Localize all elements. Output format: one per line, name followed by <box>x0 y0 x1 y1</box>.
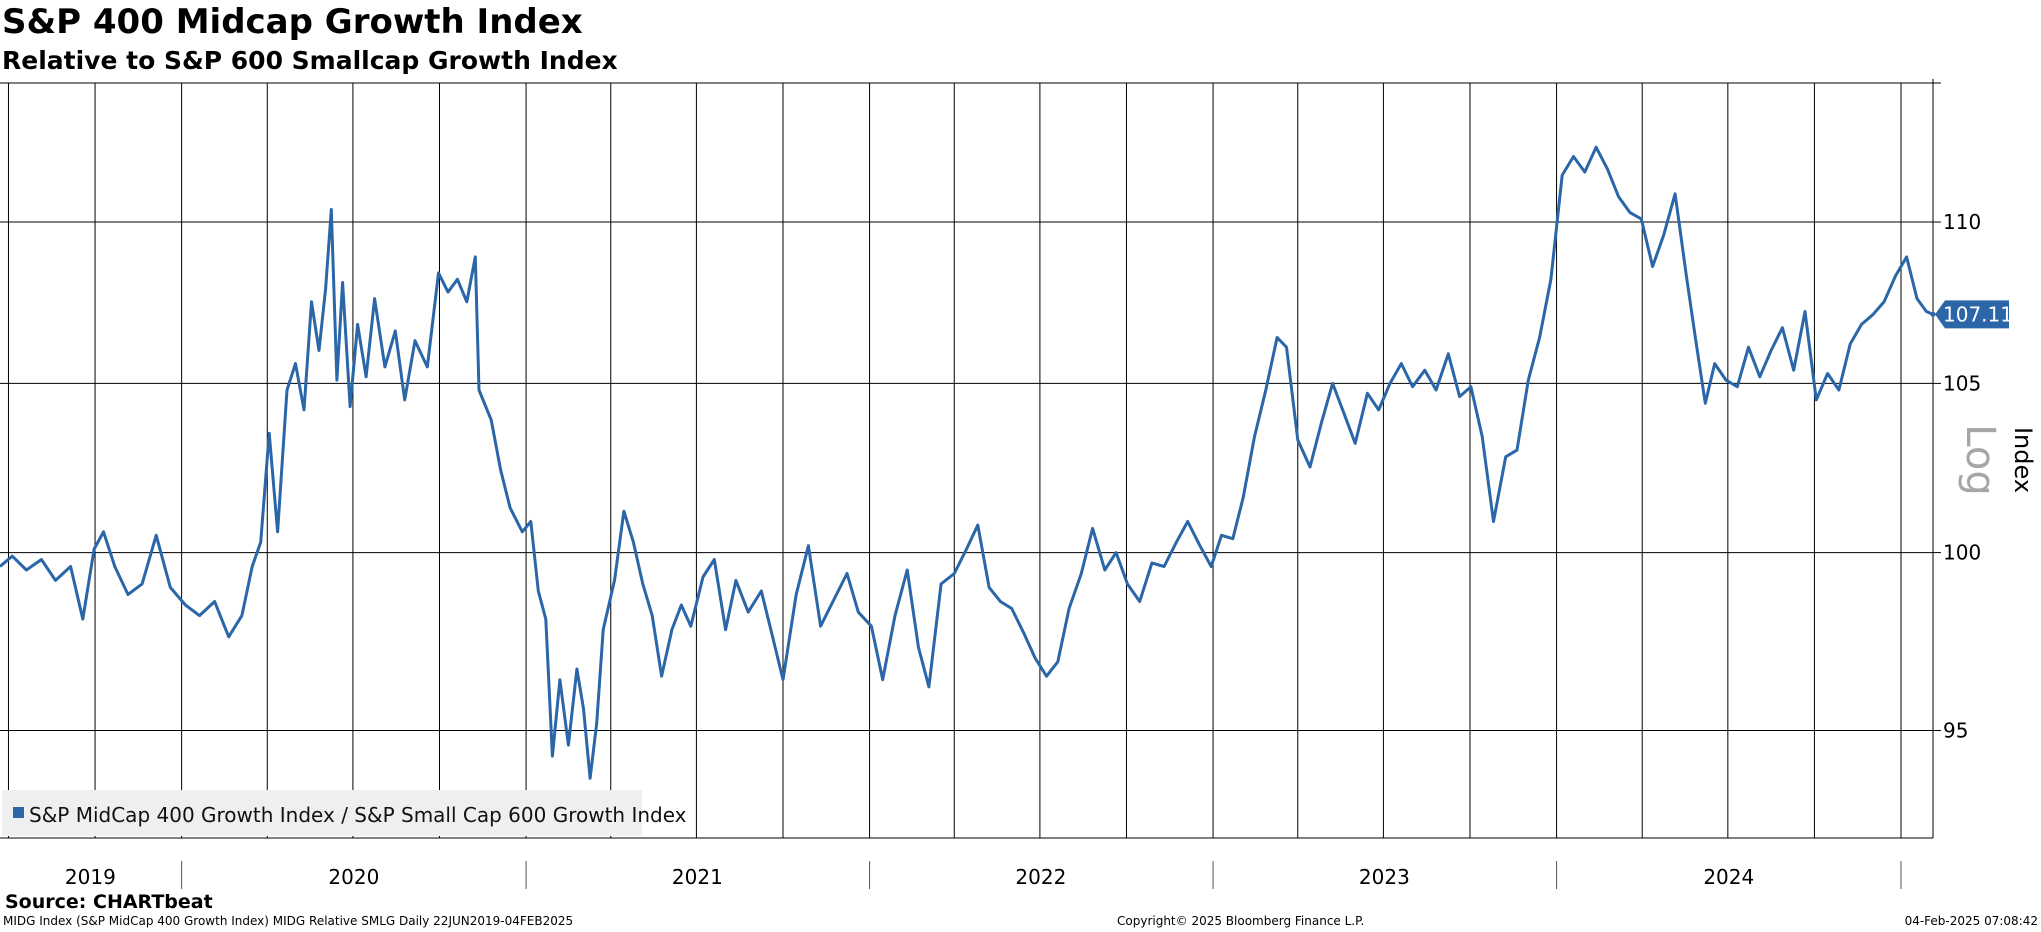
y-axis-title: Index <box>2009 427 2037 493</box>
footer-timestamp: 04-Feb-2025 07:08:42 <box>1904 914 2038 928</box>
last-value-tag <box>1935 300 2009 329</box>
legend-background <box>2 790 642 836</box>
y-tick-label: 100 <box>1943 541 1981 565</box>
chart-subtitle: Relative to S&P 600 Smallcap Growth Inde… <box>2 46 618 75</box>
plot-frame <box>0 79 1941 839</box>
x-tick-label: 2024 <box>1703 865 1754 889</box>
series-last-point <box>1930 311 1936 317</box>
last-value-label: 107.11 <box>1943 302 2013 326</box>
x-tick-label: 2019 <box>65 865 116 889</box>
footer-copyright: Copyright© 2025 Bloomberg Finance L.P. <box>1117 914 1365 928</box>
y-tick-label: 110 <box>1943 210 1981 234</box>
x-tick-label: 2022 <box>1015 865 1066 889</box>
legend: S&P MidCap 400 Growth Index / S&P Small … <box>2 790 687 836</box>
series-line <box>0 145 1934 780</box>
y-scale-label: Log <box>1957 424 2003 495</box>
source-line: Source: CHARTbeat <box>5 891 213 913</box>
footer-ticker-info: MIDG Index (S&P MidCap 400 Growth Index)… <box>3 914 574 928</box>
x-tick-label: 2020 <box>328 865 379 889</box>
x-axis: 2019 2020 2021 2022 2023 2024 <box>65 861 1902 889</box>
y-tick-label: 95 <box>1943 718 1968 742</box>
grid <box>0 83 1933 838</box>
chart-title: S&P 400 Midcap Growth Index <box>2 2 583 42</box>
x-tick-label: 2023 <box>1359 865 1410 889</box>
x-tick-label: 2021 <box>672 865 723 889</box>
y-tick-label: 105 <box>1943 371 1981 395</box>
legend-swatch <box>13 807 24 818</box>
series-layer <box>0 145 1936 780</box>
legend-label: S&P MidCap 400 Growth Index / S&P Small … <box>29 803 687 827</box>
